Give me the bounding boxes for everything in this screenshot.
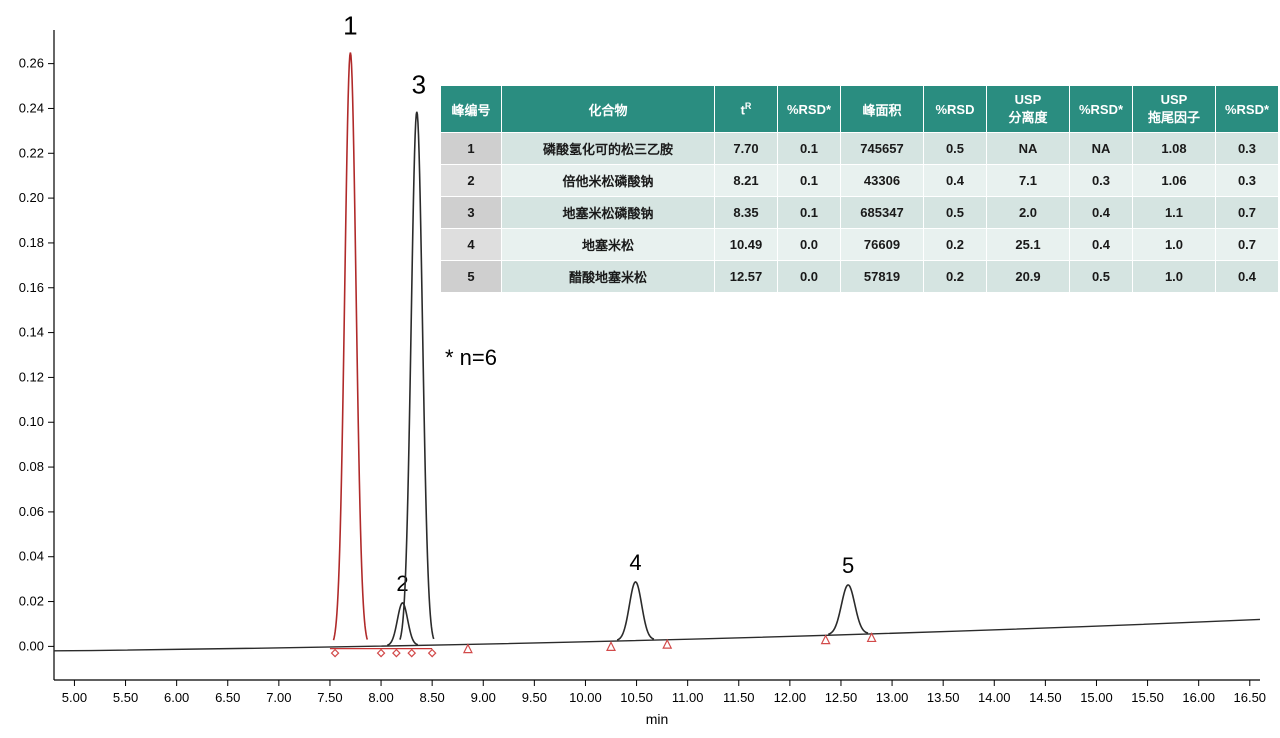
svg-text:5.00: 5.00 bbox=[62, 690, 87, 705]
svg-text:15.00: 15.00 bbox=[1080, 690, 1113, 705]
svg-text:0.14: 0.14 bbox=[19, 325, 44, 340]
svg-text:4: 4 bbox=[629, 550, 641, 575]
svg-text:11.00: 11.00 bbox=[672, 690, 704, 705]
svg-text:3: 3 bbox=[412, 70, 426, 100]
svg-text:0.18: 0.18 bbox=[19, 235, 44, 250]
col-area: 峰面积 bbox=[841, 86, 924, 133]
svg-text:0.26: 0.26 bbox=[19, 56, 44, 71]
table-row: 1磷酸氢化可的松三乙胺7.700.17456570.5NANA1.080.3 bbox=[441, 133, 1279, 165]
svg-text:0.06: 0.06 bbox=[19, 504, 44, 519]
col-peak: 峰编号 bbox=[441, 86, 502, 133]
col-rsd3: %RSD* bbox=[1070, 86, 1133, 133]
table-row: 3地塞米松磷酸钠8.350.16853470.52.00.41.10.7 bbox=[441, 197, 1279, 229]
svg-text:2: 2 bbox=[396, 571, 408, 596]
col-rsd4: %RSD* bbox=[1216, 86, 1279, 133]
svg-text:13.50: 13.50 bbox=[927, 690, 960, 705]
svg-text:8.00: 8.00 bbox=[368, 690, 393, 705]
svg-text:7.00: 7.00 bbox=[266, 690, 291, 705]
col-rsd1: %RSD* bbox=[778, 86, 841, 133]
svg-text:5: 5 bbox=[842, 553, 854, 578]
svg-text:0.00: 0.00 bbox=[19, 638, 44, 653]
svg-text:5.50: 5.50 bbox=[113, 690, 138, 705]
svg-text:0.08: 0.08 bbox=[19, 459, 44, 474]
svg-text:0.04: 0.04 bbox=[19, 549, 44, 564]
table-row: 2倍他米松磷酸钠8.210.1433060.47.10.31.060.3 bbox=[441, 165, 1279, 197]
svg-text:0.02: 0.02 bbox=[19, 594, 44, 609]
svg-text:9.50: 9.50 bbox=[522, 690, 547, 705]
svg-text:1: 1 bbox=[343, 11, 357, 41]
svg-text:0.12: 0.12 bbox=[19, 369, 44, 384]
svg-text:11.50: 11.50 bbox=[723, 690, 755, 705]
col-tr: tR bbox=[715, 86, 778, 133]
svg-text:7.50: 7.50 bbox=[317, 690, 342, 705]
col-compound: 化合物 bbox=[502, 86, 715, 133]
svg-text:15.50: 15.50 bbox=[1131, 690, 1164, 705]
svg-text:12.50: 12.50 bbox=[825, 690, 858, 705]
svg-text:10.50: 10.50 bbox=[620, 690, 653, 705]
svg-text:10.00: 10.00 bbox=[569, 690, 602, 705]
table-row: 4地塞米松10.490.0766090.225.10.41.00.7 bbox=[441, 229, 1279, 261]
svg-text:13.00: 13.00 bbox=[876, 690, 909, 705]
svg-text:8.50: 8.50 bbox=[419, 690, 444, 705]
svg-text:16.50: 16.50 bbox=[1234, 690, 1267, 705]
svg-text:12.00: 12.00 bbox=[774, 690, 807, 705]
svg-text:min: min bbox=[646, 711, 669, 727]
svg-text:0.20: 0.20 bbox=[19, 190, 44, 205]
svg-text:0.16: 0.16 bbox=[19, 280, 44, 295]
svg-text:6.50: 6.50 bbox=[215, 690, 240, 705]
svg-text:14.50: 14.50 bbox=[1029, 690, 1062, 705]
col-usp-res: USP分离度 bbox=[987, 86, 1070, 133]
svg-text:9.00: 9.00 bbox=[471, 690, 496, 705]
footnote: * n=6 bbox=[445, 345, 497, 371]
svg-text:16.00: 16.00 bbox=[1182, 690, 1215, 705]
table-row: 5醋酸地塞米松12.570.0578190.220.90.51.00.4 bbox=[441, 261, 1279, 293]
svg-text:14.00: 14.00 bbox=[978, 690, 1011, 705]
svg-text:6.00: 6.00 bbox=[164, 690, 189, 705]
table-header-row: 峰编号 化合物 tR %RSD* 峰面积 %RSD USP分离度 %RSD* U… bbox=[441, 86, 1279, 133]
col-usp-tail: USP拖尾因子 bbox=[1133, 86, 1216, 133]
svg-text:0.10: 0.10 bbox=[19, 414, 44, 429]
results-table: 峰编号 化合物 tR %RSD* 峰面积 %RSD USP分离度 %RSD* U… bbox=[440, 85, 1279, 293]
svg-text:0.22: 0.22 bbox=[19, 145, 44, 160]
col-rsd2: %RSD bbox=[924, 86, 987, 133]
svg-text:0.24: 0.24 bbox=[19, 100, 44, 115]
